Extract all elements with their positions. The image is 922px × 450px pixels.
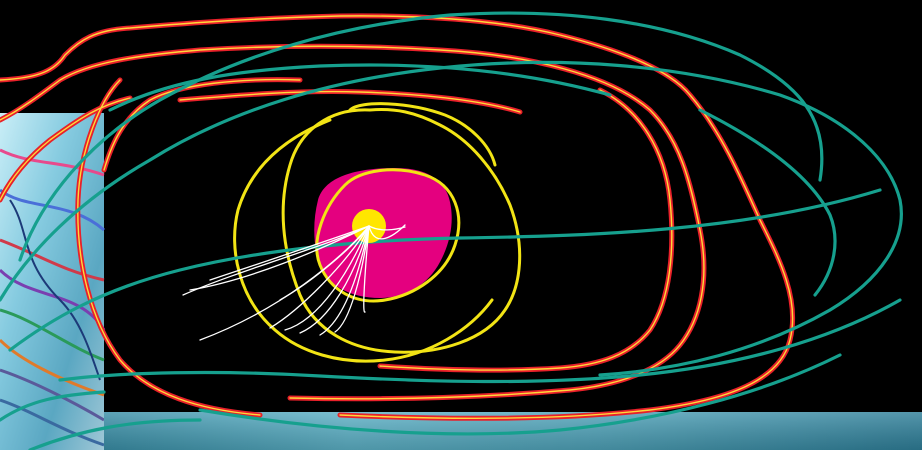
red-loops <box>0 16 793 418</box>
white-rays <box>182 224 406 341</box>
yellow-scribble <box>233 102 522 363</box>
